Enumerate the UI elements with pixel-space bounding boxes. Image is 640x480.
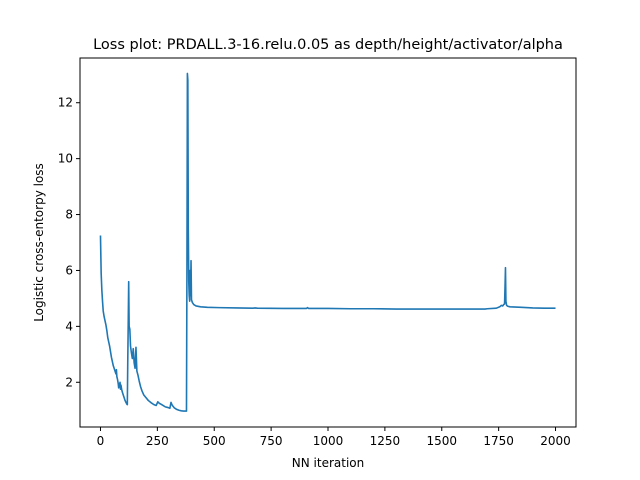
chart-title: Loss plot: PRDALL.3-16.relu.0.05 as dept… [93,37,563,53]
x-tick-label: 1750 [483,434,514,448]
axis-ticks: 0 250 500 750 1000 1250 1500 1750 2000 2 4 6 8 10 12 [58,96,571,448]
y-tick-label: 6 [65,263,73,277]
plot-frame [79,57,577,428]
y-tick-label: 10 [58,152,73,166]
plot-area [79,57,577,428]
y-tick-label: 2 [65,375,73,389]
x-axis-label: NN iteration [292,456,364,470]
x-tick-label: 1250 [370,434,401,448]
y-tick-label: 8 [65,208,73,222]
y-tick-label: 12 [58,96,73,110]
x-tick-label: 1500 [426,434,457,448]
x-tick-label: 2000 [540,434,571,448]
y-tick-label: 4 [65,319,73,333]
x-tick-label: 0 [97,434,105,448]
y-axis-label: Logistic cross-entorpy loss [32,163,46,322]
x-tick-label: 1000 [313,434,344,448]
series-line-0 [99,72,556,412]
x-tick-label: 500 [203,434,226,448]
x-tick-label: 750 [260,434,283,448]
x-tick-label: 250 [146,434,169,448]
